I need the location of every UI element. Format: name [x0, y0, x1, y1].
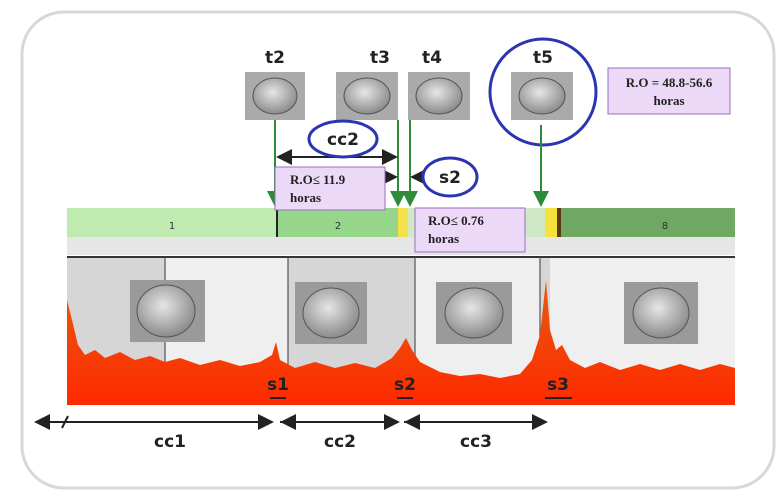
- marker-label: t2: [265, 48, 285, 68]
- diagram: t2 t3 t4 t5 R.O = 48.8-56.6 horas cc2 s2…: [0, 0, 784, 498]
- note-range: R.O≤ 0.76: [428, 213, 484, 228]
- note-unit: horas: [653, 93, 684, 108]
- stage-label: 1: [169, 221, 175, 232]
- stage-label: 2: [335, 221, 341, 232]
- marker-label: t4: [422, 48, 442, 68]
- stage-label: 8: [662, 221, 668, 232]
- peak-label: s3: [547, 375, 569, 395]
- thumbnails: [245, 72, 573, 120]
- circled-label: cc2: [327, 130, 359, 150]
- strip: [67, 237, 735, 255]
- note-unit: horas: [290, 190, 321, 205]
- marker-label: t5: [533, 48, 553, 68]
- cycle-label: cc1: [154, 432, 186, 452]
- peak-label: s1: [267, 375, 289, 395]
- circled-label: s2: [439, 168, 461, 188]
- cycle-label: cc3: [460, 432, 492, 452]
- note-range: R.O≤ 11.9: [290, 172, 346, 187]
- stage-bar: [67, 208, 735, 237]
- note-range: R.O = 48.8-56.6: [626, 75, 713, 90]
- cycle-label: cc2: [324, 432, 356, 452]
- marker-label: t3: [370, 48, 390, 68]
- peak-label: s2: [394, 375, 416, 395]
- note-unit: horas: [428, 231, 459, 246]
